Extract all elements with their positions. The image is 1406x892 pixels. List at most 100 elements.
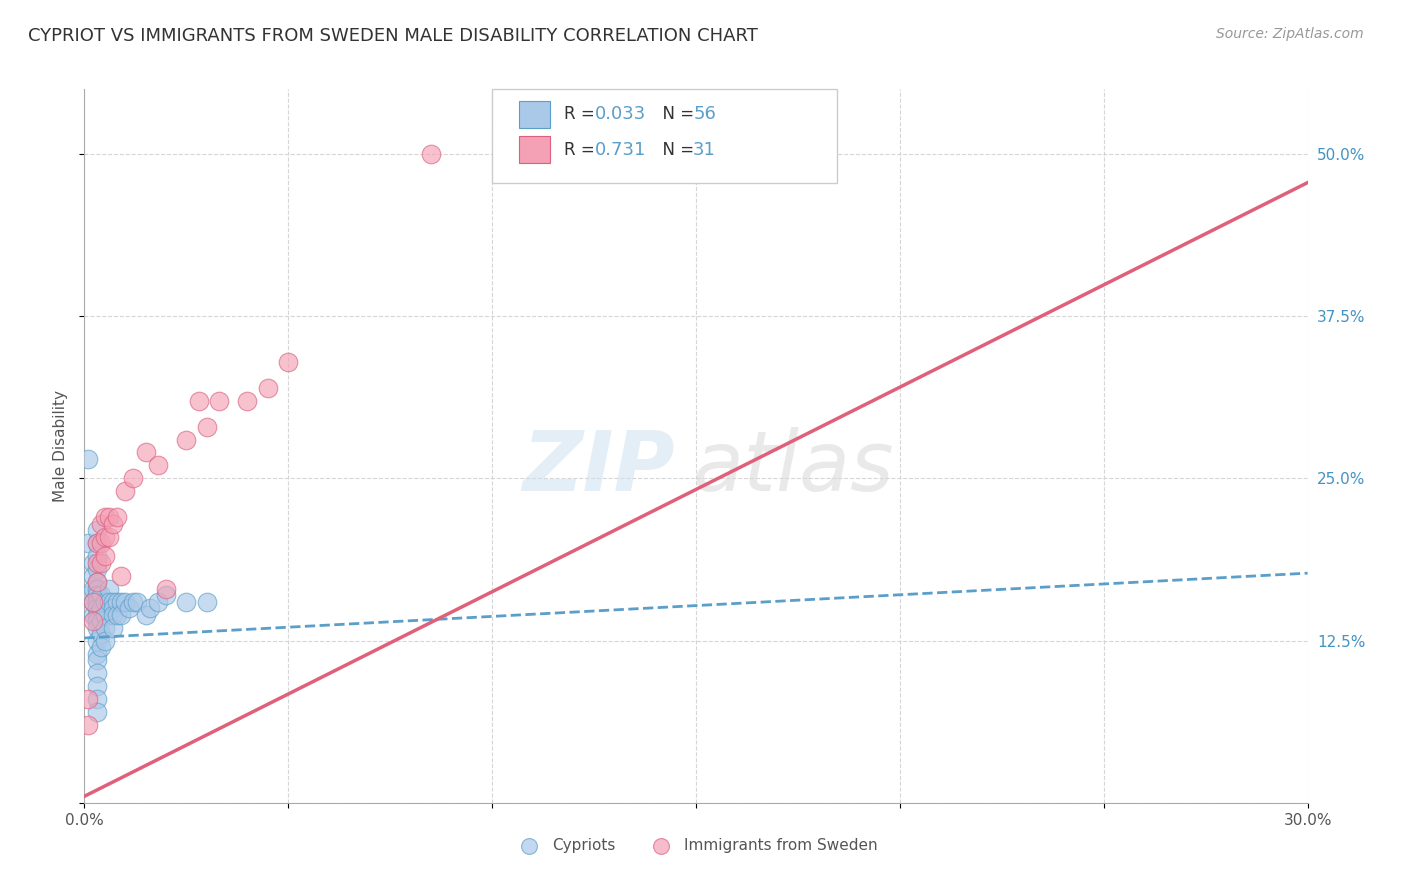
Point xyxy=(195,419,218,434)
Point xyxy=(93,595,115,609)
Point xyxy=(86,633,108,648)
Point xyxy=(420,147,443,161)
Point xyxy=(86,556,108,570)
Point xyxy=(77,718,100,732)
Point xyxy=(236,393,259,408)
Point xyxy=(257,381,280,395)
Point xyxy=(155,582,177,596)
Point xyxy=(146,458,169,473)
Point xyxy=(90,516,112,531)
Text: 56: 56 xyxy=(693,105,716,123)
Point xyxy=(110,568,132,582)
Point xyxy=(86,575,108,590)
Point xyxy=(277,354,299,368)
Point xyxy=(82,614,104,628)
Text: N =: N = xyxy=(652,141,700,159)
Point xyxy=(93,621,115,635)
Point xyxy=(105,595,128,609)
Point xyxy=(82,595,104,609)
Point xyxy=(90,601,112,615)
Point xyxy=(97,510,120,524)
Point xyxy=(101,516,124,531)
Point xyxy=(105,510,128,524)
Point xyxy=(86,582,108,596)
Point xyxy=(90,640,112,654)
Text: atlas: atlas xyxy=(693,427,894,508)
Point xyxy=(82,582,104,596)
Point xyxy=(122,471,145,485)
Y-axis label: Male Disability: Male Disability xyxy=(53,390,69,502)
Point xyxy=(82,556,104,570)
Point xyxy=(101,595,124,609)
Point xyxy=(118,601,141,615)
Point xyxy=(86,524,108,538)
Point xyxy=(93,549,115,564)
Point xyxy=(93,633,115,648)
Text: 0.731: 0.731 xyxy=(595,141,647,159)
Text: R =: R = xyxy=(564,141,600,159)
Point xyxy=(90,536,112,550)
Text: 0.033: 0.033 xyxy=(595,105,645,123)
Point xyxy=(77,452,100,467)
Point xyxy=(77,588,100,602)
Point xyxy=(82,595,104,609)
Legend: Cypriots, Immigrants from Sweden: Cypriots, Immigrants from Sweden xyxy=(508,832,884,859)
Point xyxy=(90,556,112,570)
Text: R =: R = xyxy=(564,105,600,123)
Point xyxy=(86,607,108,622)
Point xyxy=(86,653,108,667)
Point xyxy=(187,393,209,408)
Point xyxy=(86,621,108,635)
Point xyxy=(77,536,100,550)
Point xyxy=(97,582,120,596)
Point xyxy=(86,679,108,693)
Point xyxy=(174,595,197,609)
Point xyxy=(86,562,108,576)
Point xyxy=(97,595,120,609)
Point xyxy=(110,607,132,622)
Point xyxy=(86,549,108,564)
Point xyxy=(114,595,136,609)
Point xyxy=(86,614,108,628)
Point xyxy=(122,595,145,609)
Point xyxy=(86,601,108,615)
Point xyxy=(82,607,104,622)
Point xyxy=(135,445,157,459)
Point xyxy=(135,607,157,622)
Point xyxy=(97,530,120,544)
Point xyxy=(146,595,169,609)
Point xyxy=(155,588,177,602)
Point xyxy=(86,588,108,602)
Point xyxy=(174,433,197,447)
Point xyxy=(86,647,108,661)
Point xyxy=(86,536,108,550)
Point xyxy=(93,607,115,622)
Point xyxy=(110,595,132,609)
Point xyxy=(86,536,108,550)
Point xyxy=(86,705,108,719)
Point xyxy=(90,614,112,628)
Text: ZIP: ZIP xyxy=(522,427,675,508)
Point xyxy=(101,601,124,615)
Point xyxy=(90,588,112,602)
Point xyxy=(93,510,115,524)
Text: 31: 31 xyxy=(693,141,716,159)
Point xyxy=(86,575,108,590)
Text: N =: N = xyxy=(652,105,700,123)
Point xyxy=(105,607,128,622)
Point xyxy=(101,621,124,635)
Point xyxy=(77,692,100,706)
Point xyxy=(90,627,112,641)
Point xyxy=(82,568,104,582)
Point xyxy=(114,484,136,499)
Point xyxy=(86,595,108,609)
Point xyxy=(86,666,108,681)
Text: Source: ZipAtlas.com: Source: ZipAtlas.com xyxy=(1216,27,1364,41)
Point xyxy=(86,692,108,706)
Point xyxy=(138,601,160,615)
Point xyxy=(195,595,218,609)
Point xyxy=(93,530,115,544)
Point xyxy=(101,607,124,622)
Text: CYPRIOT VS IMMIGRANTS FROM SWEDEN MALE DISABILITY CORRELATION CHART: CYPRIOT VS IMMIGRANTS FROM SWEDEN MALE D… xyxy=(28,27,758,45)
Point xyxy=(208,393,231,408)
